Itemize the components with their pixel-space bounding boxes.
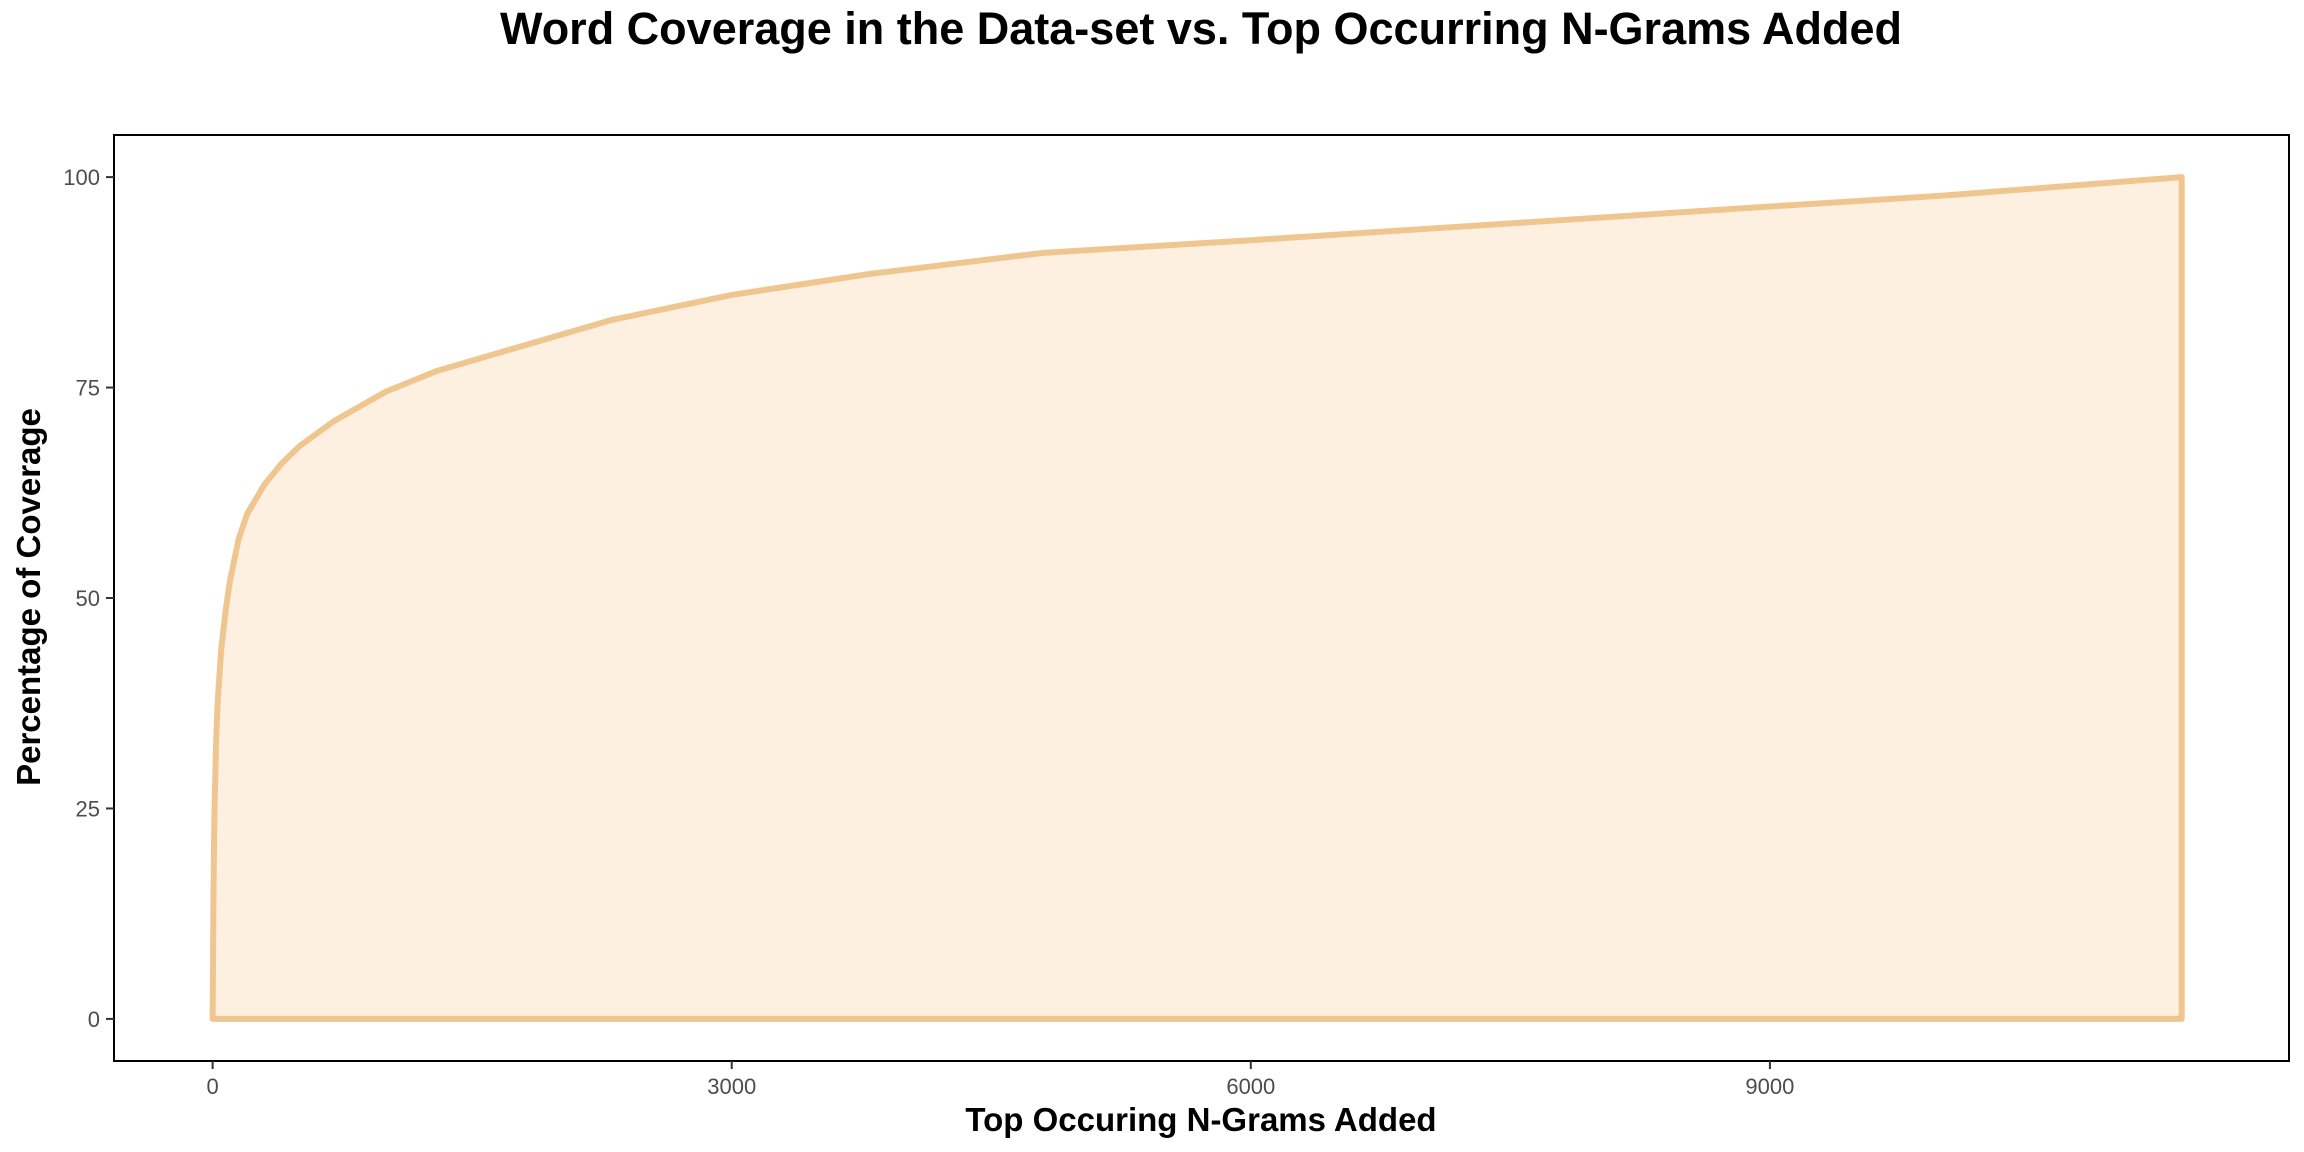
y-tick-label: 25 — [76, 796, 100, 821]
x-tick-label: 9000 — [1745, 1074, 1794, 1099]
y-tick-label: 75 — [76, 376, 100, 401]
x-tick-label: 3000 — [707, 1074, 756, 1099]
x-tick-label: 6000 — [1226, 1074, 1275, 1099]
y-tick-label: 100 — [63, 165, 100, 190]
x-axis-title: Top Occuring N-Grams Added — [965, 1101, 1436, 1138]
x-axis: 0 3000 6000 9000 — [207, 1061, 1794, 1099]
y-axis-title: Percentage of Coverage — [10, 408, 47, 786]
plot-area — [209, 174, 2185, 1022]
coverage-area — [209, 174, 2185, 1022]
y-tick-label: 50 — [76, 586, 100, 611]
chart-title: Word Coverage in the Data-set vs. Top Oc… — [500, 3, 1902, 54]
x-tick-label: 0 — [207, 1074, 219, 1099]
y-axis: 0 25 50 75 100 — [63, 165, 114, 1032]
y-tick-label: 0 — [88, 1007, 100, 1032]
